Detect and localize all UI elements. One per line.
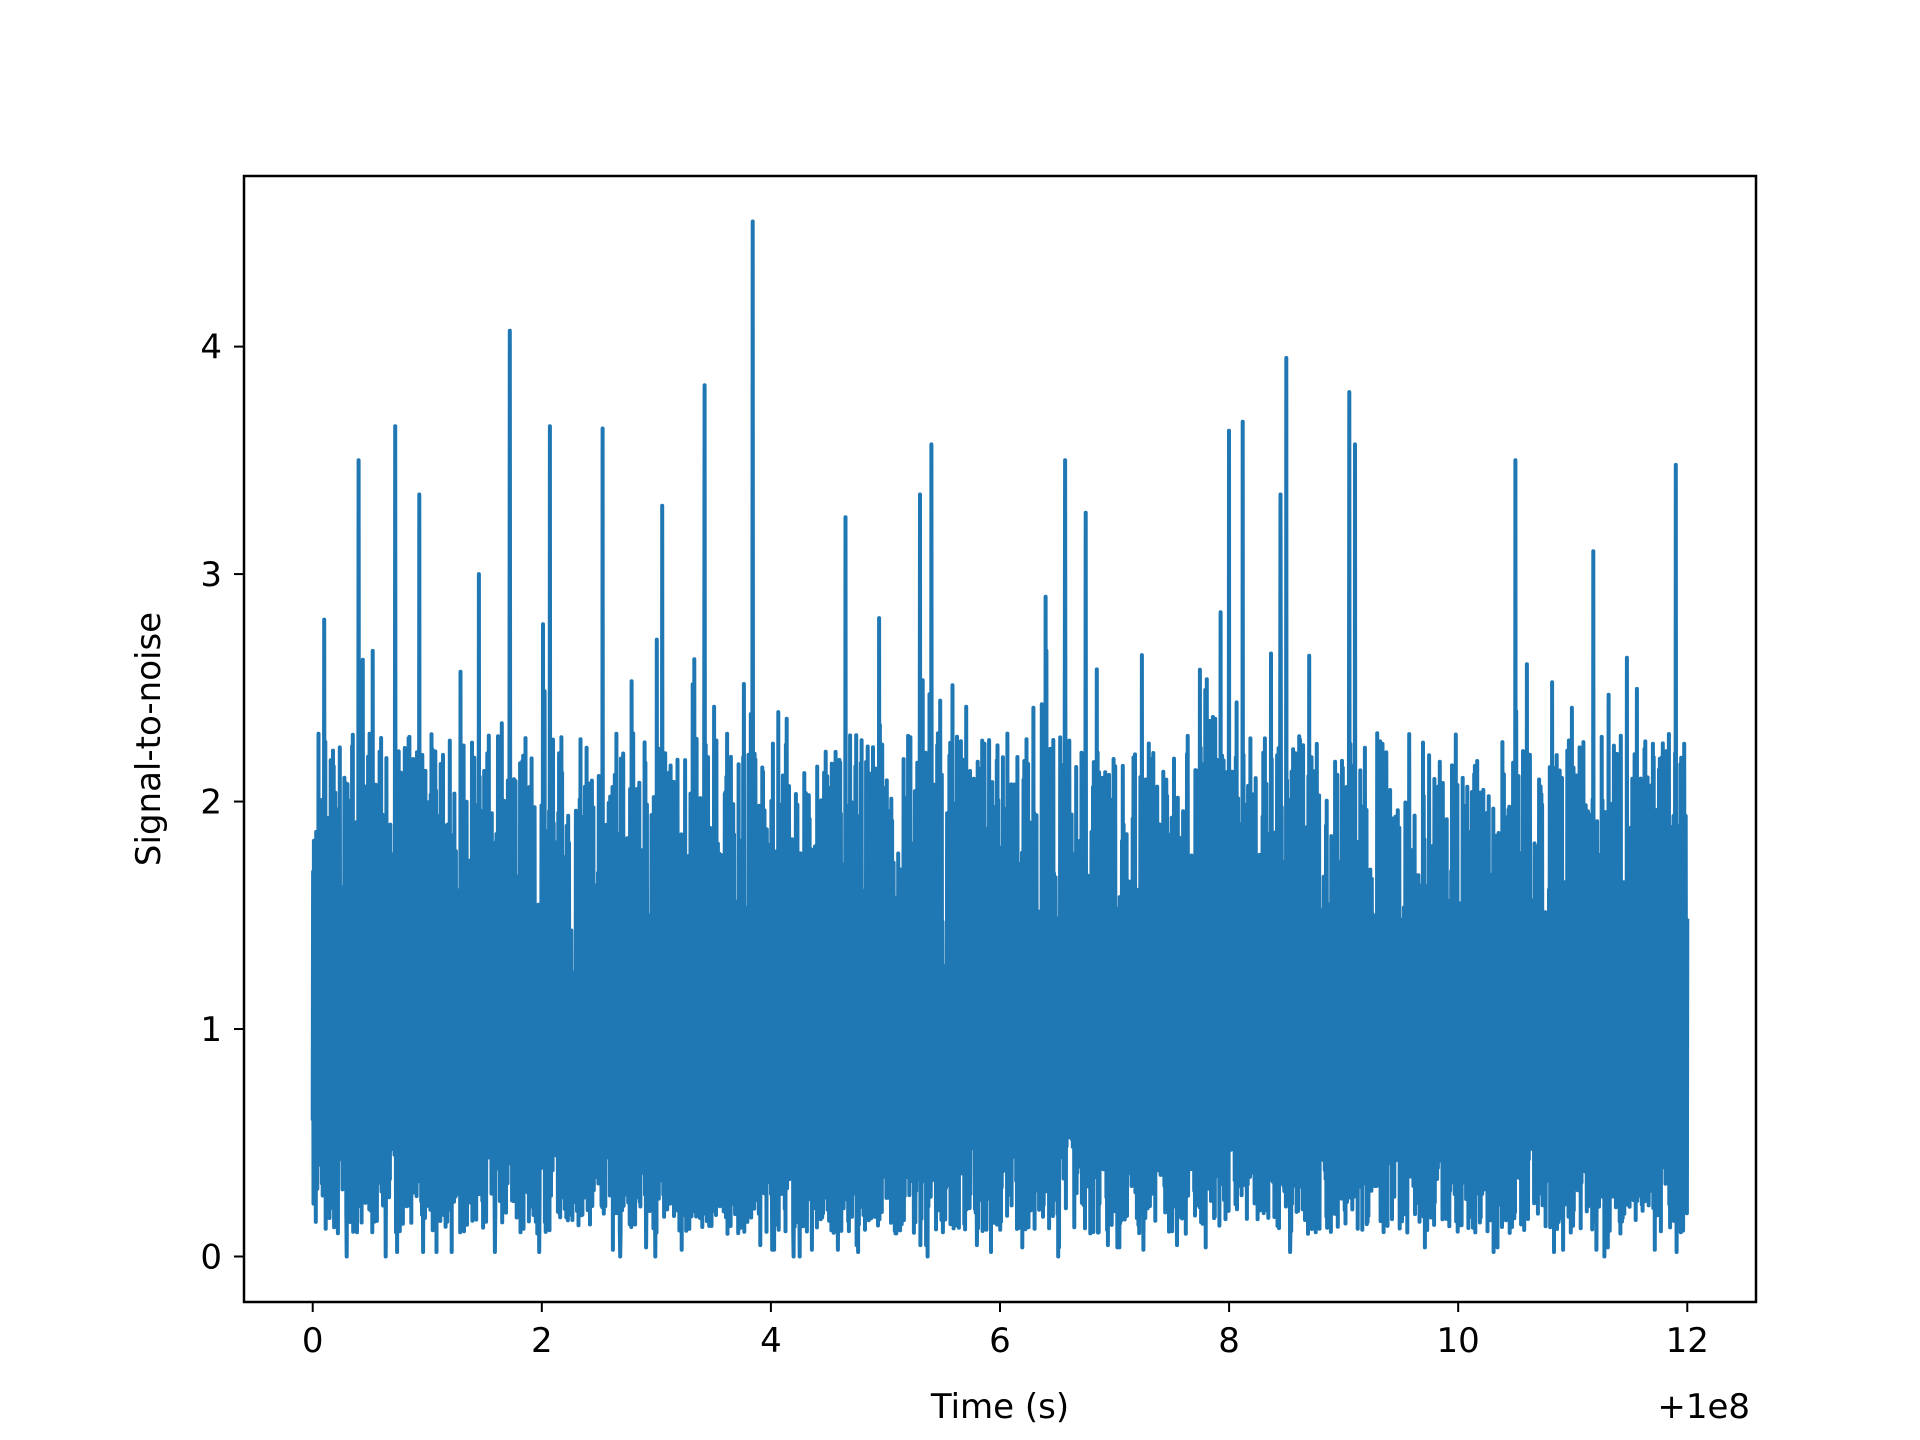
x-tick-label: 12 [1666, 1321, 1709, 1361]
y-axis: 0 1 2 3 4 [200, 328, 244, 1278]
x-tick-label: 8 [1218, 1321, 1240, 1361]
y-tick-label: 4 [200, 328, 222, 368]
x-tick-label: 0 [302, 1321, 324, 1361]
y-tick-label: 0 [200, 1238, 222, 1278]
x-axis-offset-label: +1e8 [1657, 1387, 1750, 1427]
y-tick-label: 3 [200, 555, 222, 595]
y-tick-label: 2 [200, 783, 222, 823]
y-axis-label: Signal-to-noise [129, 612, 169, 866]
plot-area [310, 219, 1690, 1259]
y-tick-label: 1 [200, 1010, 222, 1050]
x-tick-label: 4 [760, 1321, 782, 1361]
signal-to-noise-line [310, 219, 1690, 1259]
x-tick-label: 10 [1437, 1321, 1480, 1361]
x-axis: 0 2 4 6 8 10 12 [302, 1302, 1709, 1361]
x-tick-label: 6 [989, 1321, 1011, 1361]
x-axis-label: Time (s) [930, 1387, 1069, 1427]
x-tick-label: 2 [531, 1321, 553, 1361]
